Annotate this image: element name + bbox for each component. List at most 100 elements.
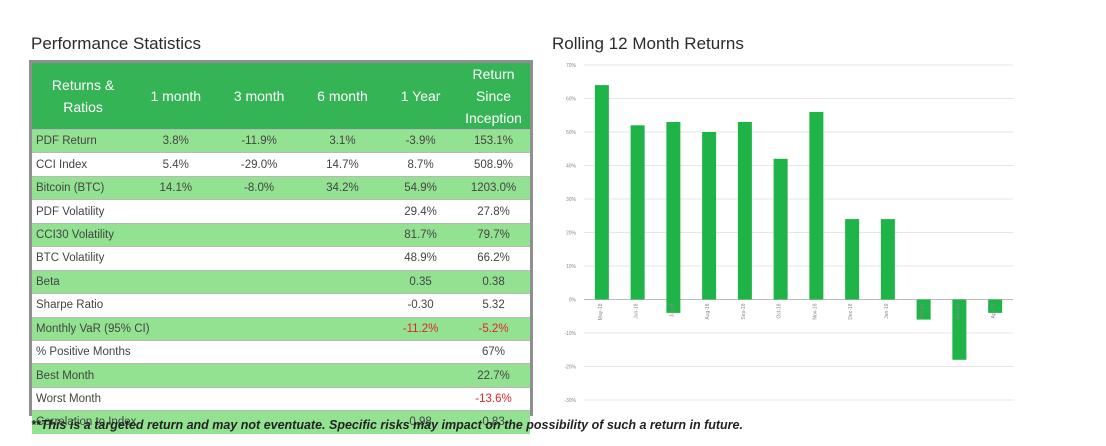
table-cell: 0.35 [384,269,458,294]
table-cell [300,199,385,224]
table-cell: 66.2% [457,246,530,271]
y-tick-label: 10% [566,264,577,270]
header-1-year: 1 Year [384,63,458,130]
bar [988,299,1003,313]
performance-table-container: Returns & Ratios 1 month 3 month 6 month… [29,60,533,434]
table-cell [217,339,301,364]
x-tick-label: Sep-18 [741,303,747,319]
table-cell [134,293,218,317]
table-cell [217,199,301,224]
x-tick-label: Nov-18 [812,303,818,319]
row-label: CCI30 Volatility [32,222,135,247]
row-label: Best Month [32,363,135,388]
table-cell: -11.2% [384,316,458,341]
y-tick-label: 50% [566,130,577,136]
x-tick-label: Apr-19 [991,303,997,318]
table-cell [134,363,218,388]
row-label: Sharpe Ratio [32,293,135,317]
table-cell [300,363,385,388]
performance-table: Returns & Ratios 1 month 3 month 6 month… [32,63,530,434]
table-cell: -8.0% [217,175,301,200]
performance-title: Performance Statistics [31,34,202,53]
row-label: Monthly VaR (95% CI) [32,316,150,341]
table-cell [134,199,218,224]
table-cell [217,316,301,341]
table-cell: -11.9% [217,128,301,153]
x-tick-label: Feb-19 [920,303,926,319]
table-cell [300,339,385,364]
table-row: Beta 0.35 0.38 [32,269,530,294]
table-cell [300,222,385,247]
table-row: BTC Volatility 48.9% 66.2% [32,246,530,271]
table-row: Bitcoin (BTC) 14.1% -8.0% 34.2% 54.9% 1203.0% [32,175,530,200]
row-label: PDF Return [32,128,135,153]
table-row: PDF Return 3.8% -11.9% 3.1% -3.9% 153.1% [32,128,530,153]
table-cell [300,410,385,434]
table-row: CCI30 Volatility 81.7% 79.7% [32,222,530,247]
bar [880,219,895,300]
header-6-month: 6 month [300,63,385,130]
table-cell: 3.8% [134,128,218,153]
table-cell [217,293,301,317]
table-row: % Positive Months 67% [32,339,530,364]
table-cell: 22.7% [457,363,530,388]
table-cell [384,386,458,411]
table-row: PDF Volatility 29.4% 27.8% [32,199,530,224]
rolling-returns-chart: 70% 60% 50% 40% 30% 20% 10% 0% -10% -20% -30% May-1… [564,63,1013,404]
table-cell [300,269,385,294]
header-returns-ratios: Returns & Ratios [32,63,135,130]
table-row: Monthly VaR (95% CI) -11.2% -5.2% [32,316,530,341]
bar [737,121,752,300]
table-cell: 1203.0% [457,175,530,200]
table-cell: 5.4% [134,152,218,177]
bar [594,85,609,300]
x-tick-label: Jun-18 [634,303,640,319]
table-cell: 14.1% [134,175,218,200]
table-cell [300,316,385,341]
x-tick-label: Oct-18 [777,303,783,318]
row-label: Bitcoin (BTC) [32,175,135,200]
y-tick-label: 60% [566,97,577,103]
y-tick-label: 70% [566,63,577,69]
table-cell [300,246,385,271]
y-tick-label: 30% [566,197,577,203]
row-label: Beta [32,269,135,294]
table-cell: -3.9% [384,128,458,153]
table-cell: 34.2% [300,175,385,200]
table-cell: 54.9% [384,175,458,200]
table-row: Worst Month -13.6% [32,386,530,411]
row-label: % Positive Months [32,339,135,364]
bar [916,299,931,320]
row-label: PDF Volatility [32,199,135,224]
table-cell: 8.7% [384,152,458,177]
table-row: Sharpe Ratio -0.30 5.32 [32,293,530,317]
table-cell: 5.32 [457,293,530,317]
y-tick-label: 40% [566,164,577,170]
table-cell [134,339,218,364]
table-row: Correlation to Index 0.98 0.83 [32,410,530,434]
row-label: Worst Month [32,386,135,411]
table-cell: 0.98 [384,410,458,434]
table-header-row: Returns & Ratios 1 month 3 month 6 month… [32,63,530,130]
table-cell: 48.9% [384,246,458,271]
table-cell [217,222,301,247]
table-cell [217,363,301,388]
table-cell: 0.38 [457,269,530,294]
performance-table-body: PDF Return 3.8% -11.9% 3.1% -3.9% 153.1% CCI I… [32,128,530,434]
x-tick-label: Dec-18 [848,303,854,319]
y-tick-label: -30% [564,398,576,404]
table-cell: 29.4% [384,199,458,224]
table-row: CCI Index 5.4% -29.0% 14.7% 8.7% 508.9% [32,152,530,177]
table-cell: 67% [457,339,530,364]
header-3-month: 3 month [217,63,301,130]
table-cell [384,363,458,388]
bar [845,219,860,300]
table-cell [134,246,218,271]
table-cell [217,386,301,411]
table-cell: 508.9% [457,152,530,177]
bar [773,158,788,300]
table-cell [134,316,218,341]
chart-title: Rolling 12 Month Returns [552,34,744,53]
row-label: Correlation to Index [32,410,136,434]
y-tick-label: -10% [564,331,576,337]
